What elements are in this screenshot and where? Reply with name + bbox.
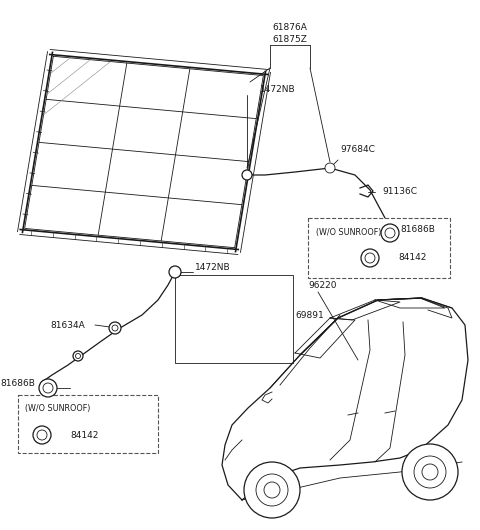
Circle shape [242,170,252,180]
Text: 84142: 84142 [70,430,98,439]
Circle shape [256,474,288,506]
Text: 91136C: 91136C [382,188,417,197]
Circle shape [381,224,399,242]
Text: 81686B: 81686B [400,225,435,234]
Text: 96220: 96220 [308,280,336,289]
Circle shape [422,464,438,480]
Text: 1472NB: 1472NB [260,85,296,94]
Circle shape [112,325,118,331]
Circle shape [402,444,458,500]
Circle shape [75,354,81,358]
Text: 81686B: 81686B [0,379,35,388]
Circle shape [43,383,53,393]
Circle shape [361,249,379,267]
Circle shape [385,228,395,238]
Text: 61875Z: 61875Z [273,36,307,45]
Text: (W/O SUNROOF): (W/O SUNROOF) [25,403,90,412]
Text: 61876A: 61876A [273,23,307,32]
Bar [308,218,450,278]
Circle shape [37,430,47,440]
Bar [175,275,293,363]
Circle shape [39,379,57,397]
Circle shape [325,163,335,173]
Circle shape [365,253,375,263]
Bar [18,395,158,453]
Circle shape [169,266,181,278]
Circle shape [33,426,51,444]
Circle shape [244,462,300,518]
Circle shape [73,351,83,361]
Text: 81634A: 81634A [50,321,85,330]
Circle shape [109,322,121,334]
Text: 97684C: 97684C [340,146,375,155]
Circle shape [414,456,446,488]
Text: 1472NB: 1472NB [195,263,230,272]
Circle shape [264,482,280,498]
Text: 84142: 84142 [398,253,426,262]
Text: 69891: 69891 [295,311,324,320]
Text: (W/O SUNROOF): (W/O SUNROOF) [316,227,382,236]
